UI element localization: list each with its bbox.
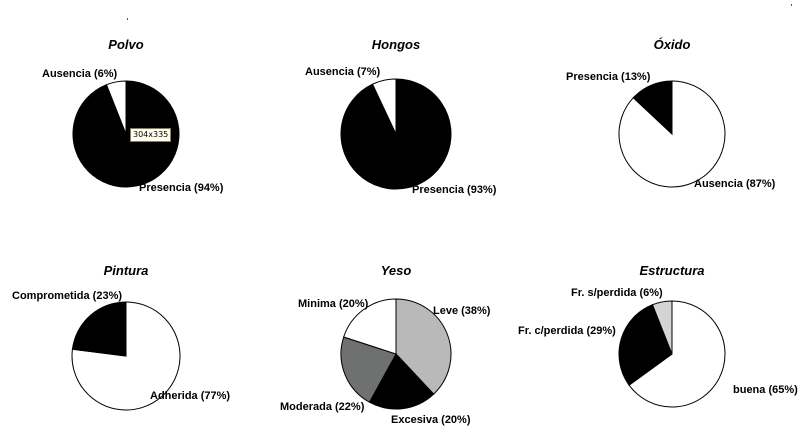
slice-label: Ausencia (6%) <box>42 68 118 80</box>
chart-title: Hongos <box>372 37 420 52</box>
slice-label: Presencia (13%) <box>566 71 651 83</box>
pie-chart-pintura: Pintura Adherida (77%) Comprometida (23%) <box>12 263 230 411</box>
pie-slice-fr-c-perdida <box>618 304 673 386</box>
pie-slice-minima <box>343 298 397 355</box>
slice-label: Excesiva (20%) <box>391 414 471 426</box>
slice-label: Presencia (93%) <box>412 184 497 196</box>
chart-title: Estructura <box>639 263 704 278</box>
pie-chart-polvo: Polvo Presencia (94%) Ausencia (6%) <box>42 37 224 194</box>
slice-label: Leve (38%) <box>433 305 491 317</box>
pie-slice-moderada <box>340 336 397 403</box>
pie-slice-comprometida <box>71 301 127 357</box>
pie-chart-oxido: Óxido Ausencia (87%) Presencia (13%) <box>566 37 776 190</box>
slice-label: Comprometida (23%) <box>12 290 122 302</box>
pie-slice-presencia <box>632 80 673 136</box>
slice-label: Minima (20%) <box>298 298 369 310</box>
slice-label: buena (65%) <box>733 384 798 396</box>
pie-chart-estructura: Estructura buena (65%) Fr. c/perdida (29%)… <box>518 263 798 408</box>
stray-mark <box>127 18 128 20</box>
pie-slice-fr-s-perdida <box>651 300 673 355</box>
pie-slice-excesiva <box>368 353 435 410</box>
pie-slice-buena <box>628 300 726 408</box>
chart-title: Yeso <box>381 263 412 278</box>
pie-chart-yeso: Yeso Leve (38%) Excesiva (20%) Moderada (22… <box>280 263 491 426</box>
dimension-tooltip: 304x335 <box>130 128 172 142</box>
pie-slice-ausencia <box>105 80 127 135</box>
slice-label: Presencia (94%) <box>139 182 224 194</box>
pie-slice-leve <box>395 298 452 395</box>
slice-label: Ausencia (7%) <box>305 66 381 78</box>
pie-slice-presencia <box>340 78 452 190</box>
slice-label: Ausencia (87%) <box>694 178 776 190</box>
pie-slice-ausencia <box>371 78 397 135</box>
slice-label: Adherida (77%) <box>150 390 230 402</box>
chart-title: Óxido <box>654 37 691 52</box>
slice-label: Fr. s/perdida (6%) <box>571 287 663 299</box>
slice-label: Fr. c/perdida (29%) <box>518 325 616 337</box>
chart-title: Pintura <box>104 263 149 278</box>
stray-mark <box>791 4 792 6</box>
pie-chart-hongos: Hongos Presencia (93%) Ausencia (7%) <box>305 37 497 196</box>
slice-label: Moderada (22%) <box>280 401 365 413</box>
chart-title: Polvo <box>108 37 143 52</box>
